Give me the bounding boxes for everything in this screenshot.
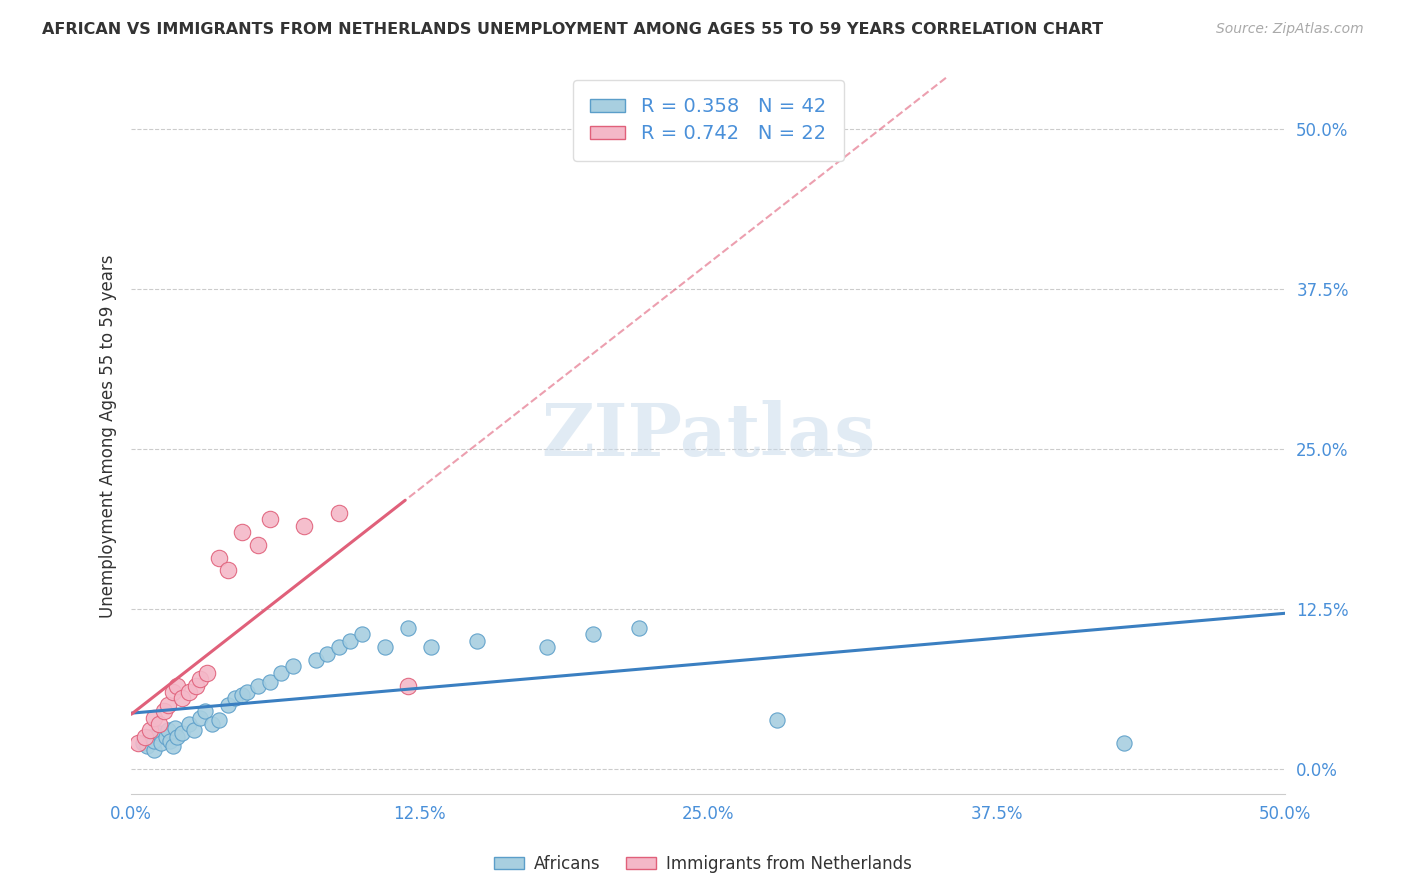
Point [536, 640, 558, 654]
Point [177, 717, 200, 731]
Point [190, 710, 212, 724]
Point [194, 704, 217, 718]
Point [162, 739, 184, 753]
Point [177, 685, 200, 699]
Point [134, 730, 156, 744]
Point [132, 736, 155, 750]
Point [217, 563, 239, 577]
Point [339, 633, 361, 648]
Text: AFRICAN VS IMMIGRANTS FROM NETHERLANDS UNEMPLOYMENT AMONG AGES 55 TO 59 YEARS CO: AFRICAN VS IMMIGRANTS FROM NETHERLANDS U… [42, 22, 1104, 37]
Point [157, 698, 180, 712]
Point [127, 736, 149, 750]
Point [152, 704, 174, 718]
Point [159, 733, 181, 747]
Point [143, 710, 166, 724]
Point [396, 621, 419, 635]
Point [231, 688, 253, 702]
Point [162, 685, 184, 699]
Point [350, 627, 373, 641]
Point [281, 659, 304, 673]
Point [247, 538, 270, 552]
Point [155, 730, 177, 744]
Point [143, 742, 166, 756]
Point [627, 621, 650, 635]
Point [328, 640, 350, 654]
Point [235, 685, 257, 699]
Point [292, 518, 315, 533]
Point [138, 730, 160, 744]
Point [184, 679, 207, 693]
Text: ZIPatlas: ZIPatlas [541, 401, 875, 471]
Point [316, 647, 339, 661]
Point [231, 524, 253, 539]
Point [247, 679, 270, 693]
Point [396, 679, 419, 693]
Point [201, 717, 224, 731]
Point [420, 640, 443, 654]
Point [208, 550, 231, 565]
Point [166, 730, 188, 744]
Point [217, 698, 239, 712]
Point [259, 512, 281, 526]
Point [170, 691, 193, 706]
Legend: Africans, Immigrants from Netherlands: Africans, Immigrants from Netherlands [488, 848, 918, 880]
Point [259, 674, 281, 689]
Point [165, 721, 187, 735]
Point [374, 640, 396, 654]
Point [1112, 736, 1135, 750]
Point [328, 506, 350, 520]
Point [148, 726, 170, 740]
Point [138, 723, 160, 738]
Point [170, 726, 193, 740]
Point [766, 713, 789, 727]
Point [467, 633, 489, 648]
Point [166, 679, 188, 693]
Y-axis label: Unemployment Among Ages 55 to 59 years: Unemployment Among Ages 55 to 59 years [100, 254, 117, 617]
Point [197, 665, 219, 680]
Point [208, 713, 231, 727]
Legend: R = 0.358   N = 42, R = 0.742   N = 22: R = 0.358 N = 42, R = 0.742 N = 22 [572, 80, 844, 161]
Point [224, 691, 246, 706]
Point [143, 733, 166, 747]
Point [157, 723, 180, 738]
Point [270, 665, 292, 680]
Point [150, 736, 173, 750]
Point [136, 739, 159, 753]
Text: Source: ZipAtlas.com: Source: ZipAtlas.com [1216, 22, 1364, 37]
Point [148, 717, 170, 731]
Point [582, 627, 605, 641]
Point [190, 672, 212, 686]
Point [183, 723, 205, 738]
Point [305, 653, 328, 667]
